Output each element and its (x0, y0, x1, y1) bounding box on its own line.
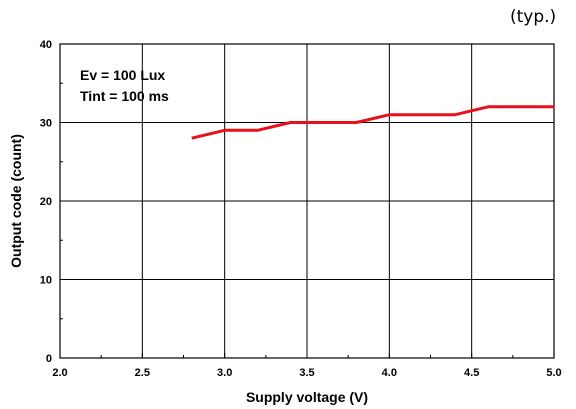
x-tick-label: 4.0 (382, 367, 397, 379)
y-tick-label: 10 (40, 275, 52, 287)
x-tick-label: 3.5 (299, 367, 314, 379)
x-tick-label: 2.5 (135, 367, 150, 379)
x-axis-label: Supply voltage (V) (246, 389, 368, 405)
series-line (191, 105, 554, 140)
annotation-tint: Tint = 100 ms (80, 88, 169, 104)
y-axis-label: Output code (count) (8, 134, 24, 268)
typ-note: (typ.) (510, 7, 556, 27)
grid (60, 44, 554, 358)
annotation-ev: Ev = 100 Lux (80, 67, 165, 83)
x-tick-label: 4.5 (464, 367, 479, 379)
x-tick-labels: 2.0 2.5 3.0 3.5 4.0 4.5 5.0 (52, 367, 561, 379)
y-tick-label: 0 (46, 353, 52, 365)
series-group (191, 105, 554, 140)
y-tick-labels: 0 10 20 30 40 (40, 39, 52, 365)
y-tick-label: 40 (40, 39, 52, 51)
y-tick-label: 30 (40, 118, 52, 130)
x-tick-label: 2.0 (52, 367, 67, 379)
x-tick-label: 5.0 (546, 367, 561, 379)
tick-marks (59, 43, 555, 359)
x-tick-label: 3.0 (217, 367, 232, 379)
y-tick-label: 20 (40, 196, 52, 208)
